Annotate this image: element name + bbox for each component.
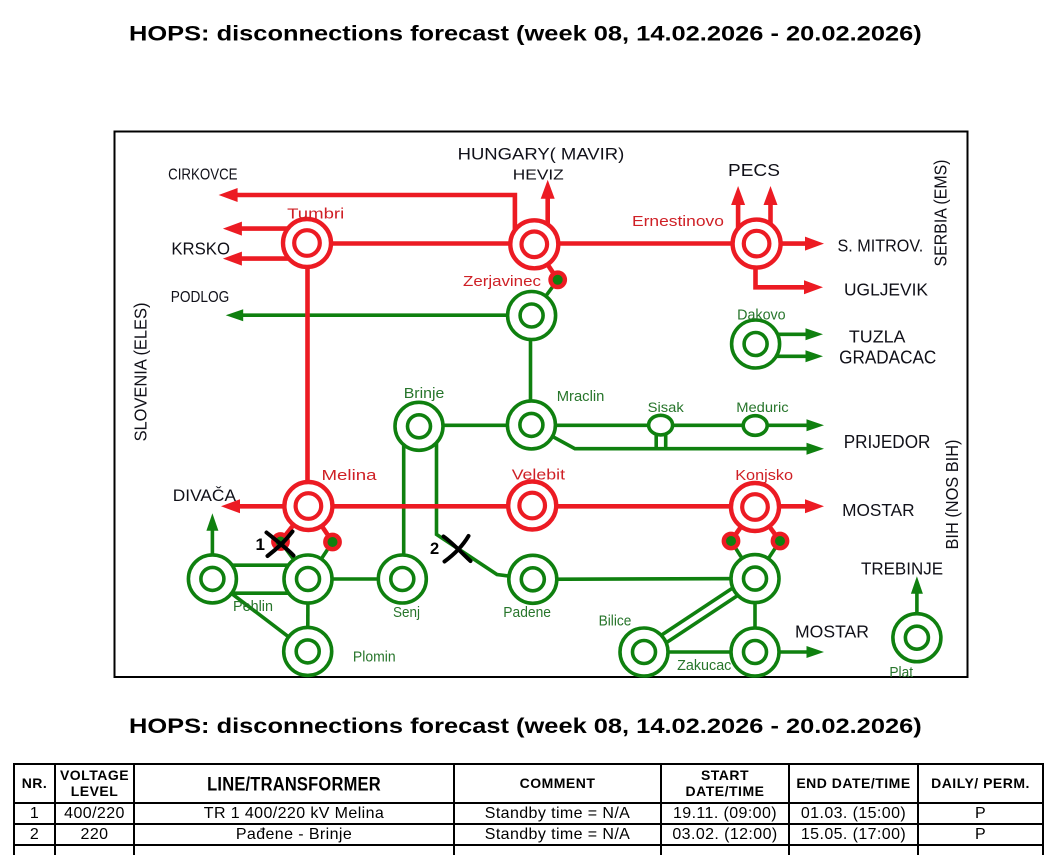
svg-text:GRADACAC: GRADACAC bbox=[839, 347, 936, 367]
svg-text:MOSTAR: MOSTAR bbox=[842, 500, 915, 520]
svg-text:MOSTAR: MOSTAR bbox=[795, 622, 869, 642]
svg-text:UGLJEVIK: UGLJEVIK bbox=[844, 279, 928, 299]
svg-text:KRSKO: KRSKO bbox=[171, 238, 230, 259]
svg-text:Ernestinovo: Ernestinovo bbox=[632, 213, 724, 229]
svg-text:Pehlin: Pehlin bbox=[233, 599, 273, 615]
svg-text:1: 1 bbox=[256, 535, 265, 554]
svg-text:Bilice: Bilice bbox=[599, 612, 632, 628]
svg-text:CIRKOVCE: CIRKOVCE bbox=[168, 167, 238, 184]
svg-text:BIH (NOS BIH): BIH (NOS BIH) bbox=[942, 440, 962, 550]
svg-text:Plat: Plat bbox=[889, 664, 913, 680]
svg-text:Melina: Melina bbox=[322, 467, 378, 483]
svg-text:Dakovo: Dakovo bbox=[737, 308, 786, 324]
svg-text:Zakucac: Zakucac bbox=[677, 658, 731, 674]
svg-text:2: 2 bbox=[430, 540, 439, 558]
svg-text:Sisak: Sisak bbox=[648, 400, 685, 415]
svg-text:TUZLA: TUZLA bbox=[849, 326, 906, 346]
svg-text:Padene: Padene bbox=[503, 605, 551, 621]
svg-text:HOPS: disconnections forecast: HOPS: disconnections forecast (week 08, … bbox=[129, 22, 922, 45]
svg-text:Velebit: Velebit bbox=[512, 467, 566, 483]
svg-text:Senj: Senj bbox=[393, 604, 420, 621]
svg-text:PECS: PECS bbox=[728, 160, 780, 180]
svg-text:Konjsko: Konjsko bbox=[735, 468, 793, 484]
svg-text:Meduric: Meduric bbox=[736, 400, 788, 415]
svg-text:SERBIA (EMS): SERBIA (EMS) bbox=[931, 160, 951, 267]
svg-text:SLOVENIA (ELES): SLOVENIA (ELES) bbox=[131, 303, 151, 442]
svg-text:Mraclin: Mraclin bbox=[557, 389, 605, 405]
svg-text:Plomin: Plomin bbox=[353, 649, 396, 665]
svg-text:Tumbri: Tumbri bbox=[287, 206, 344, 223]
svg-text:PODLOG: PODLOG bbox=[171, 289, 229, 306]
svg-text:TREBINJE: TREBINJE bbox=[861, 558, 943, 579]
svg-text:HUNGARY( MAVIR): HUNGARY( MAVIR) bbox=[458, 144, 625, 163]
svg-text:HOPS: disconnections forecast: HOPS: disconnections forecast (week 08, … bbox=[129, 714, 922, 737]
svg-text:HEVIZ: HEVIZ bbox=[513, 167, 564, 184]
svg-text:S. MITROV.: S. MITROV. bbox=[838, 236, 924, 256]
svg-text:Brinje: Brinje bbox=[404, 386, 445, 402]
svg-text:PRIJEDOR: PRIJEDOR bbox=[844, 431, 931, 451]
svg-text:Zerjavinec: Zerjavinec bbox=[463, 274, 541, 290]
svg-text:DIVAČA: DIVAČA bbox=[173, 485, 237, 505]
